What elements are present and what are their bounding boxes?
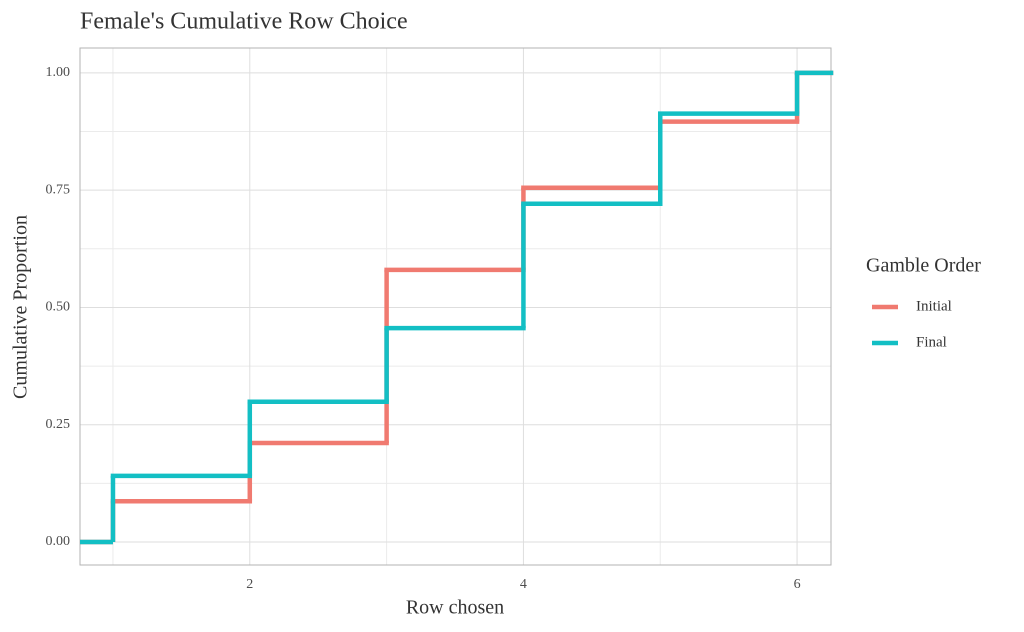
- legend-label: Final: [916, 334, 947, 350]
- y-tick-label: 0.50: [46, 300, 71, 315]
- x-tick-label: 4: [520, 577, 527, 592]
- x-tick-label: 2: [246, 577, 253, 592]
- y-axis-label: Cumulative Proportion: [10, 215, 32, 399]
- x-tick-label: 6: [794, 577, 801, 592]
- y-tick-label: 0.00: [46, 534, 71, 549]
- x-axis-label: Row chosen: [406, 597, 504, 619]
- y-tick-label: 1.00: [46, 65, 71, 80]
- panel-border: [79, 47, 832, 566]
- y-tick-label: 0.75: [46, 182, 71, 197]
- chart-title: Female's Cumulative Row Choice: [80, 9, 408, 35]
- legend-label: Initial: [916, 298, 952, 314]
- y-tick-label: 0.25: [46, 417, 71, 432]
- legend-title: Gamble Order: [866, 255, 981, 277]
